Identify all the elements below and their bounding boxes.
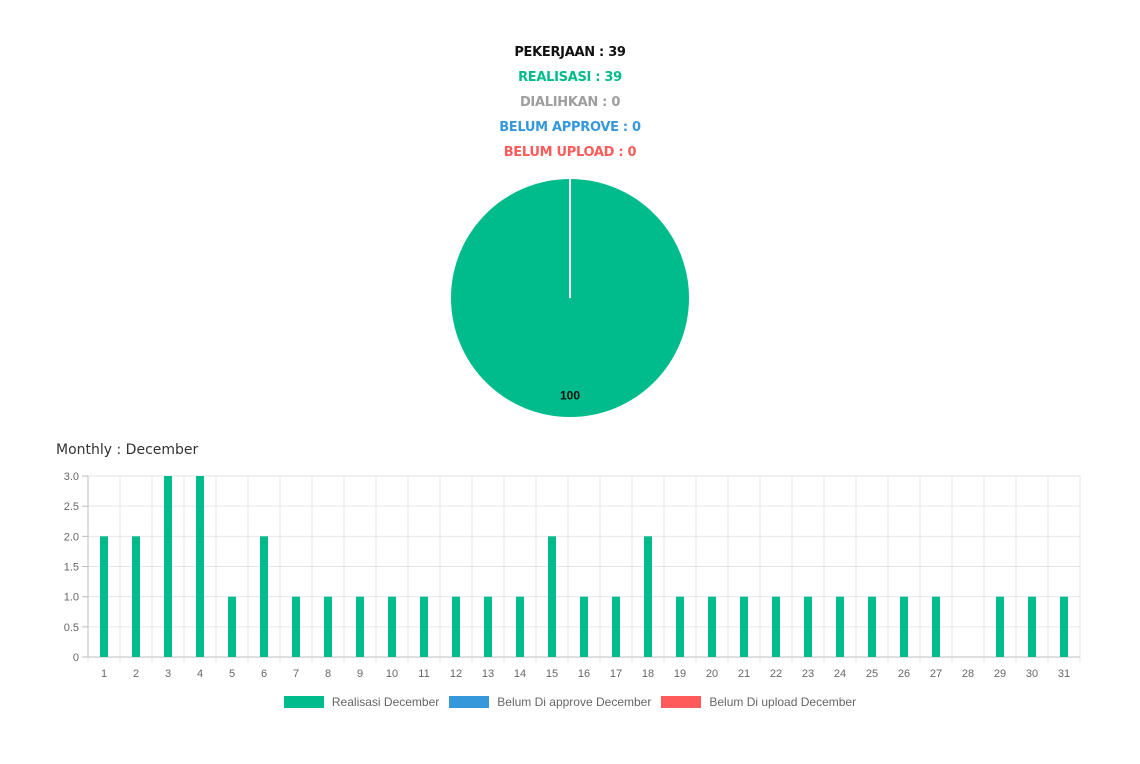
bar-realisasi[interactable] [740, 596, 748, 657]
x-tick-label: 21 [738, 668, 750, 680]
x-tick-label: 5 [229, 668, 235, 680]
bar-realisasi[interactable] [452, 596, 460, 657]
x-tick-label: 1 [101, 668, 107, 680]
stat-belum-approve: BELUM APPROVE : 0 [499, 120, 641, 135]
stat-belum-approve-label: BELUM APPROVE [499, 120, 619, 135]
stat-realisasi: REALISASI : 39 [518, 70, 622, 85]
x-tick-label: 6 [261, 668, 267, 680]
legend-item-belum-upload[interactable]: Belum Di upload December [661, 695, 856, 709]
x-tick-label: 8 [325, 668, 331, 680]
x-tick-label: 2 [133, 668, 139, 680]
y-tick-label: 0 [73, 652, 79, 664]
legend-label-belum-approve: Belum Di approve December [497, 695, 652, 709]
bar-realisasi[interactable] [196, 476, 204, 657]
x-tick-label: 19 [674, 668, 686, 680]
x-tick-label: 4 [197, 668, 203, 680]
y-tick-label: 3.0 [64, 471, 79, 483]
bar-realisasi[interactable] [260, 536, 268, 657]
summary-stats: PEKERJAAN : 39 REALISASI : 39 DIALIHKAN … [0, 40, 1140, 165]
bar-realisasi[interactable] [836, 596, 844, 657]
bar-realisasi[interactable] [580, 596, 588, 657]
stat-belum-upload-value: 0 [627, 145, 637, 160]
x-tick-label: 17 [610, 668, 622, 680]
x-tick-label: 23 [802, 668, 814, 680]
bar-realisasi[interactable] [356, 596, 364, 657]
legend-swatch-belum-approve [449, 696, 490, 708]
bar-realisasi[interactable] [420, 596, 428, 657]
y-tick-label: 1.0 [64, 592, 79, 604]
x-tick-label: 15 [546, 668, 558, 680]
legend-swatch-realisasi [283, 696, 324, 708]
x-tick-label: 25 [866, 668, 878, 680]
x-tick-label: 22 [770, 668, 782, 680]
bar-chart: 00.51.01.52.02.53.01 2 3 4 5 6 7 8 9 10 11 12 13 14 15… [64, 471, 1081, 680]
stat-dialihkan-label: DIALIHKAN [519, 95, 598, 110]
stat-belum-upload: BELUM UPLOAD : 0 [503, 145, 637, 160]
stat-pekerjaan-label: PEKERJAAN [514, 45, 595, 60]
y-tick-label: 2.0 [64, 531, 79, 543]
y-tick-label: 1.5 [64, 562, 79, 574]
x-tick-label: 12 [450, 668, 462, 680]
stat-belum-approve-value: 0 [632, 120, 641, 135]
bar-realisasi[interactable] [1060, 596, 1068, 657]
bar-realisasi[interactable] [804, 596, 812, 657]
bar-realisasi[interactable] [292, 596, 300, 657]
bar-realisasi[interactable] [612, 596, 620, 657]
x-tick-label: 31 [1058, 668, 1070, 680]
bar-realisasi[interactable] [548, 536, 556, 657]
pie-chart: 100 [451, 179, 689, 417]
legend-item-realisasi[interactable]: Realisasi December [283, 695, 440, 709]
bar-realisasi[interactable] [900, 596, 908, 657]
bar-realisasi[interactable] [708, 596, 716, 657]
bar-realisasi[interactable] [484, 596, 492, 657]
x-tick-label: 26 [898, 668, 910, 680]
x-tick-label: 18 [642, 668, 654, 680]
x-tick-label: 10 [386, 668, 398, 680]
bar-realisasi[interactable] [644, 536, 652, 657]
stat-dialihkan: DIALIHKAN : 0 [519, 95, 621, 110]
legend-label-realisasi: Realisasi December [331, 695, 440, 709]
legend-item-belum-approve[interactable]: Belum Di approve December [449, 695, 651, 709]
x-tick-label: 28 [962, 668, 974, 680]
bar-realisasi[interactable] [228, 596, 236, 657]
x-tick-label: 16 [578, 668, 590, 680]
stat-pekerjaan-value: 39 [608, 45, 626, 60]
stat-belum-upload-label: BELUM UPLOAD [503, 145, 615, 160]
stat-pekerjaan: PEKERJAAN : 39 [514, 45, 626, 60]
chart-legend: Realisasi December Belum Di approve Dece… [0, 695, 1140, 709]
x-tick-label: 13 [482, 668, 494, 680]
bar-realisasi[interactable] [324, 596, 332, 657]
monthly-title: Monthly : December [56, 442, 199, 458]
x-tick-label: 7 [293, 668, 299, 680]
legend-label-belum-upload: Belum Di upload December [709, 695, 857, 709]
x-tick-label: 27 [930, 668, 942, 680]
bar-realisasi[interactable] [516, 596, 524, 657]
x-tick-label: 29 [994, 668, 1006, 680]
y-tick-label: 0.5 [64, 622, 79, 634]
stat-realisasi-value: 39 [604, 70, 622, 85]
x-tick-label: 9 [357, 668, 363, 680]
legend-swatch-belum-upload [661, 696, 702, 708]
x-tick-label: 30 [1026, 668, 1038, 680]
bar-realisasi[interactable] [996, 596, 1004, 657]
x-tick-label: 20 [706, 668, 718, 680]
bar-realisasi[interactable] [388, 596, 396, 657]
pie-data-label: 100 [560, 389, 580, 403]
stat-dialihkan-value: 0 [611, 95, 621, 110]
stat-realisasi-label: REALISASI [518, 70, 592, 85]
bar-realisasi[interactable] [1028, 596, 1036, 657]
x-tick-label: 14 [514, 668, 526, 680]
bar-realisasi[interactable] [772, 596, 780, 657]
x-tick-label: 11 [418, 668, 429, 680]
y-tick-label: 2.5 [64, 501, 79, 513]
bar-realisasi[interactable] [164, 476, 172, 657]
x-tick-label: 3 [165, 668, 171, 680]
bar-realisasi[interactable] [100, 536, 108, 657]
bar-realisasi[interactable] [132, 536, 140, 657]
bar-realisasi[interactable] [932, 596, 940, 657]
bar-realisasi[interactable] [868, 596, 876, 657]
bar-realisasi[interactable] [676, 596, 684, 657]
x-tick-label: 24 [834, 668, 846, 680]
